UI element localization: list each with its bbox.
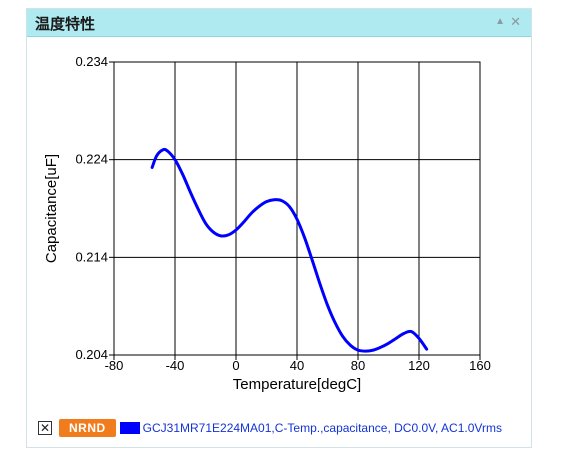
legend-row: ✕ NRND GCJ31MR71E224MA01,C-Temp.,capacit… (38, 418, 502, 438)
chart-grid (113, 61, 481, 356)
x-tick-label: 80 (351, 358, 365, 373)
x-axis-title: Temperature[degC] (233, 376, 361, 393)
y-tick-label: 0.234 (75, 54, 108, 69)
x-tick-label: 120 (408, 358, 430, 373)
x-tick-label: -40 (166, 358, 185, 373)
series-color-swatch (119, 422, 140, 434)
y-tick-label: 0.214 (75, 249, 108, 264)
y-axis-title: Capacitance[uF] (43, 154, 60, 263)
x-tick-label: 40 (290, 358, 304, 373)
x-tick-label: 0 (232, 358, 239, 373)
close-icon[interactable]: ✕ (510, 14, 521, 29)
panel-title: 温度特性 (35, 15, 96, 33)
temperature-characteristics-panel: 温度特性 ▲ ✕ (26, 8, 532, 448)
status-badge: NRND (59, 419, 116, 437)
x-tick-label: 160 (469, 358, 491, 373)
chart-labels: -80 -40 0 40 80 120 160 0.204 0.214 0.224 0.234 Tem… (43, 54, 491, 393)
chart-axes (109, 61, 481, 360)
remove-series-button[interactable]: ✕ (38, 421, 52, 435)
y-tick-label: 0.224 (75, 152, 108, 167)
series-line (150, 147, 429, 353)
chart-series (150, 147, 429, 353)
triangle-up-icon[interactable]: ▲ (495, 16, 505, 27)
series-legend-label[interactable]: GCJ31MR71E224MA01,C-Temp.,capacitance, D… (142, 421, 502, 435)
panel-header: 温度特性 ▲ ✕ (27, 9, 531, 37)
x-tick-label: -80 (105, 358, 124, 373)
y-tick-label: 0.204 (75, 347, 108, 362)
